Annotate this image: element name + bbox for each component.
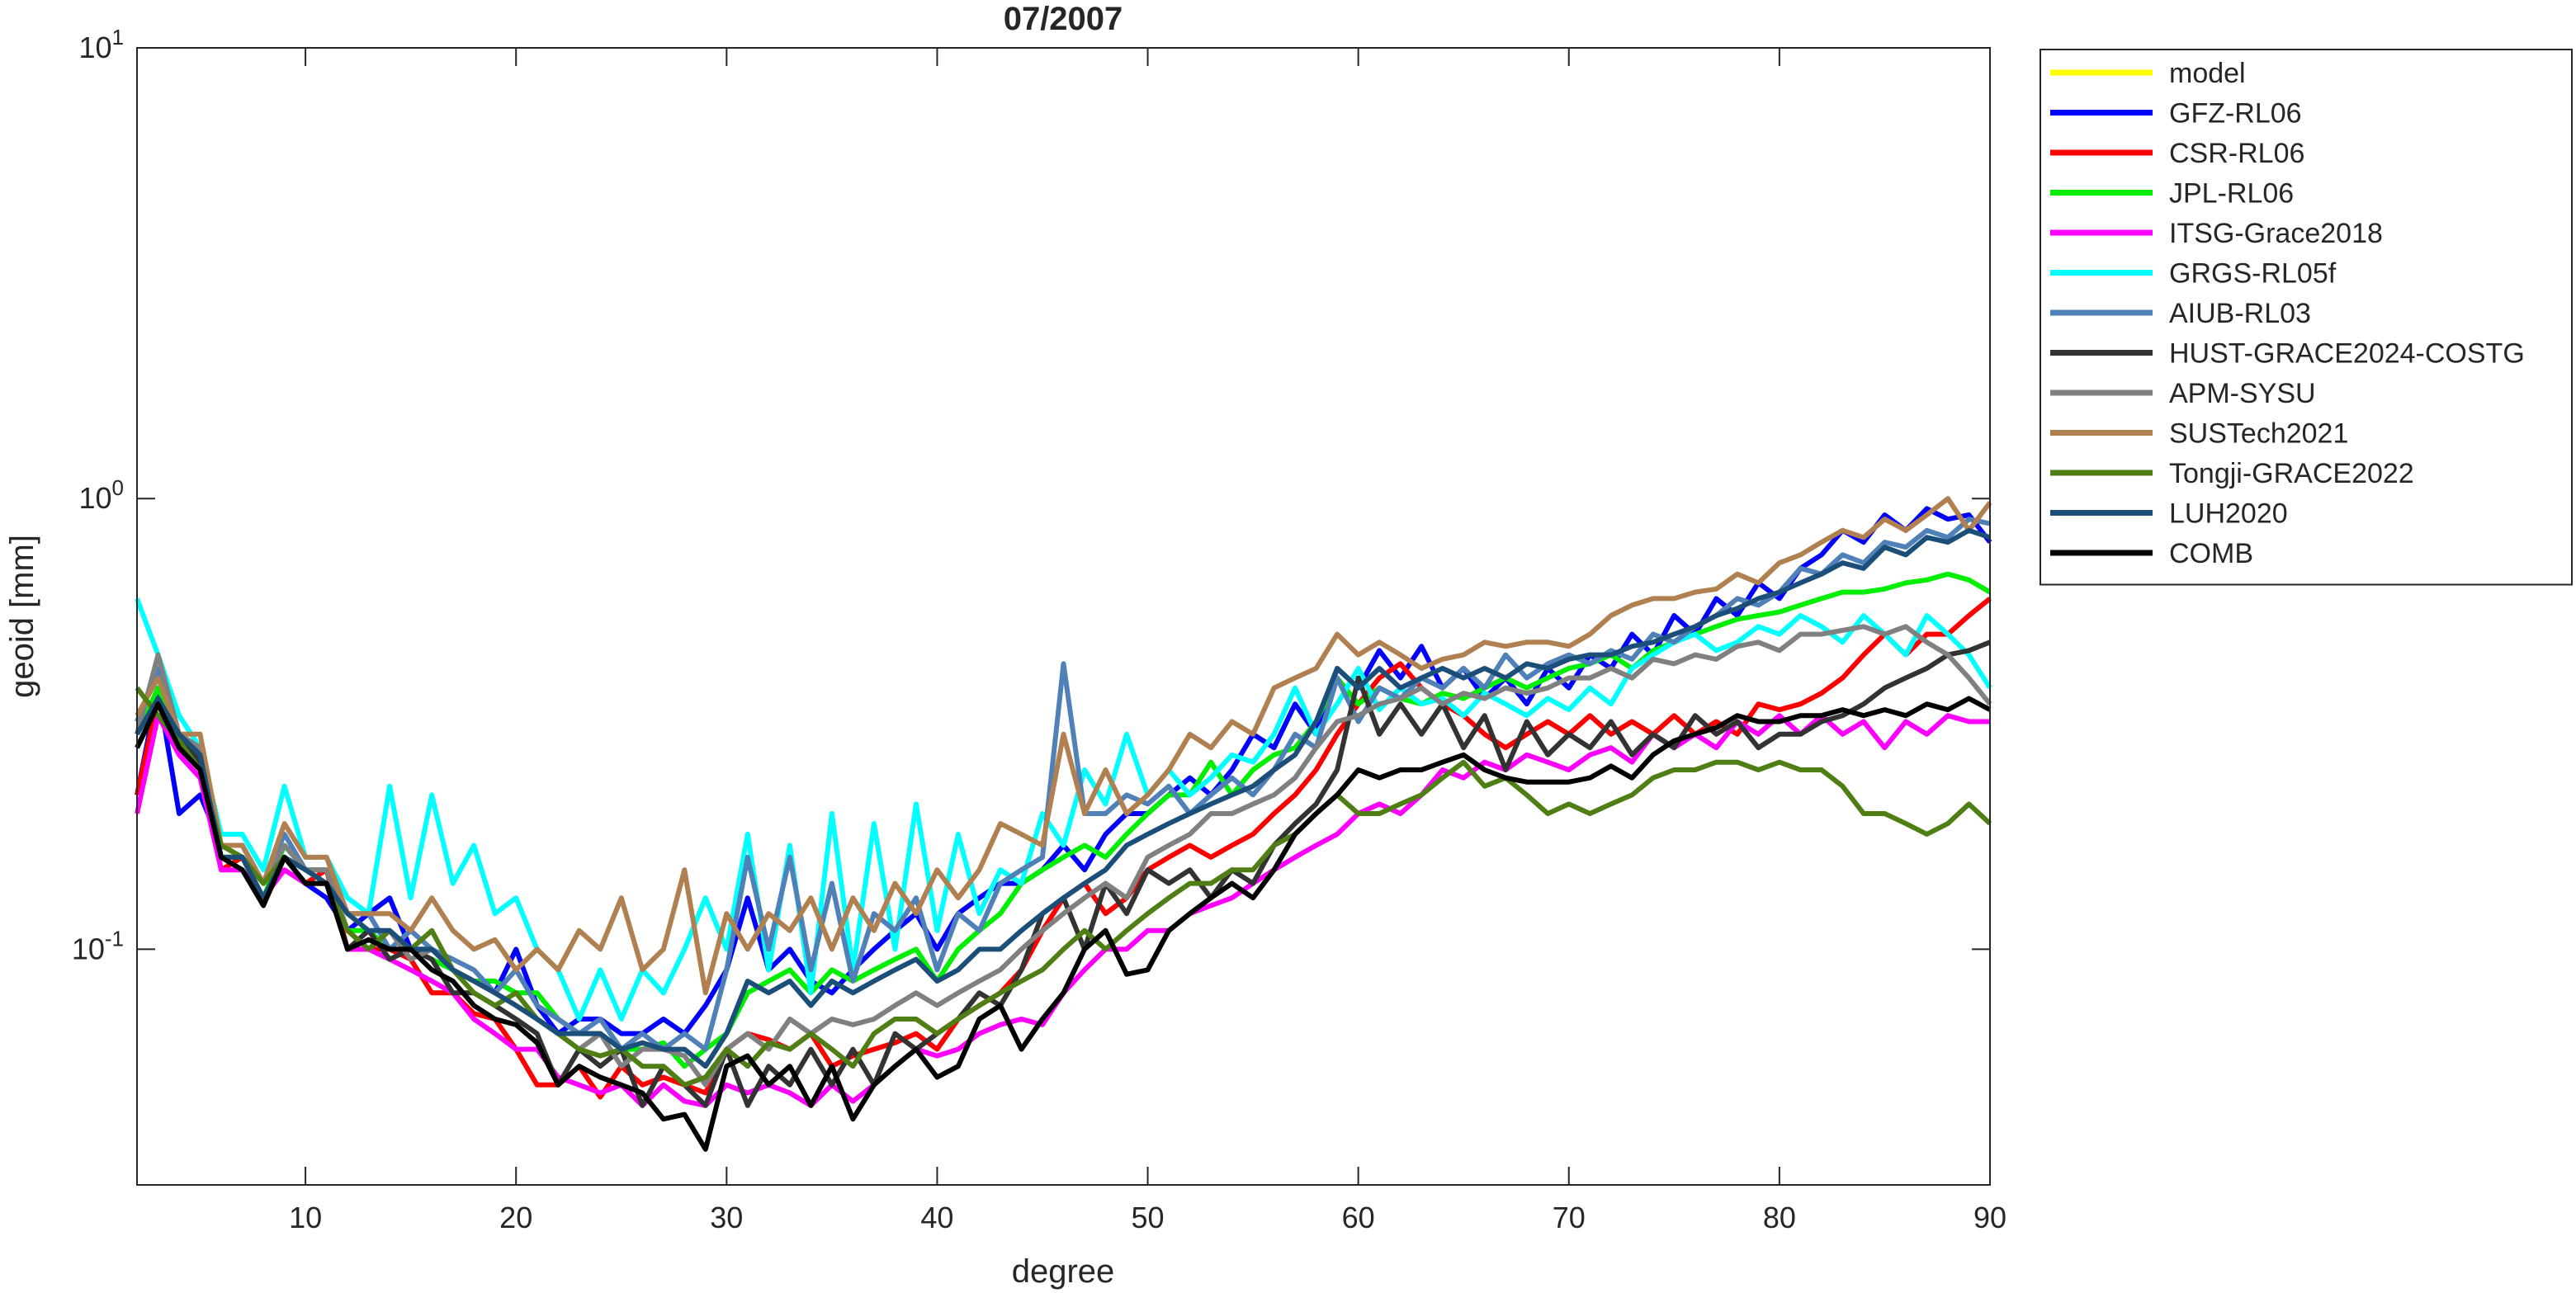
- legend-label: LUH2020: [2169, 498, 2288, 530]
- x-axis-label: degree: [1012, 1253, 1115, 1290]
- y-tick-exponent: -1: [105, 926, 124, 951]
- x-tick-label: 70: [1553, 1201, 1586, 1234]
- y-tick-label: 100: [78, 475, 124, 515]
- plot-area: [135, 47, 1992, 1185]
- legend-label: CSR-RL06: [2169, 138, 2304, 169]
- legend-label: ITSG-Grace2018: [2169, 218, 2383, 249]
- legend: model GFZ-RL06 CSR-RL06 JPL-RL06 ITSG-Grace2…: [2040, 49, 2573, 586]
- y-tick-base: 10: [78, 481, 111, 515]
- legend-label: HUST-GRACE2024-COSTG: [2169, 338, 2525, 370]
- x-tick-label: 30: [710, 1201, 743, 1234]
- series-line: [135, 686, 1992, 1088]
- x-tick-label: 60: [1342, 1201, 1375, 1234]
- y-tick-label: 101: [78, 25, 124, 64]
- legend-label: JPL-RL06: [2169, 178, 2294, 210]
- series-line: [135, 496, 1992, 996]
- y-tick-base: 10: [72, 932, 105, 965]
- x-tick-label: 20: [499, 1201, 532, 1234]
- y-tick-exponent: 0: [112, 475, 124, 500]
- legend-label: GFZ-RL06: [2169, 98, 2302, 130]
- legend-box: [2040, 49, 2573, 586]
- axes-box: [136, 47, 1991, 1186]
- series-line: [135, 696, 1992, 1152]
- y-tick-base: 10: [78, 31, 111, 64]
- legend-label: model: [2169, 58, 2246, 89]
- x-tick-label: 90: [1973, 1201, 2006, 1234]
- legend-label: GRGS-RL05f: [2169, 258, 2337, 290]
- y-tick-label: 10-1: [72, 926, 124, 965]
- chart-title: 07/2007: [1004, 1, 1123, 37]
- y-axis-label: geoid [mm]: [4, 535, 40, 698]
- x-tick-label: 50: [1132, 1201, 1165, 1234]
- x-tick-label: 80: [1763, 1201, 1796, 1234]
- x-tick-label: 40: [920, 1201, 953, 1234]
- series-line: [135, 527, 1991, 1069]
- legend-label: Tongji-GRACE2022: [2169, 458, 2414, 489]
- legend-label: AIUB-RL03: [2169, 298, 2311, 329]
- x-tick-label: 10: [289, 1201, 322, 1234]
- legend-label: SUSTech2021: [2169, 418, 2348, 450]
- y-tick-exponent: 1: [112, 25, 124, 50]
- legend-label: APM-SYSU: [2169, 378, 2316, 409]
- legend-label: COMB: [2169, 538, 2253, 569]
